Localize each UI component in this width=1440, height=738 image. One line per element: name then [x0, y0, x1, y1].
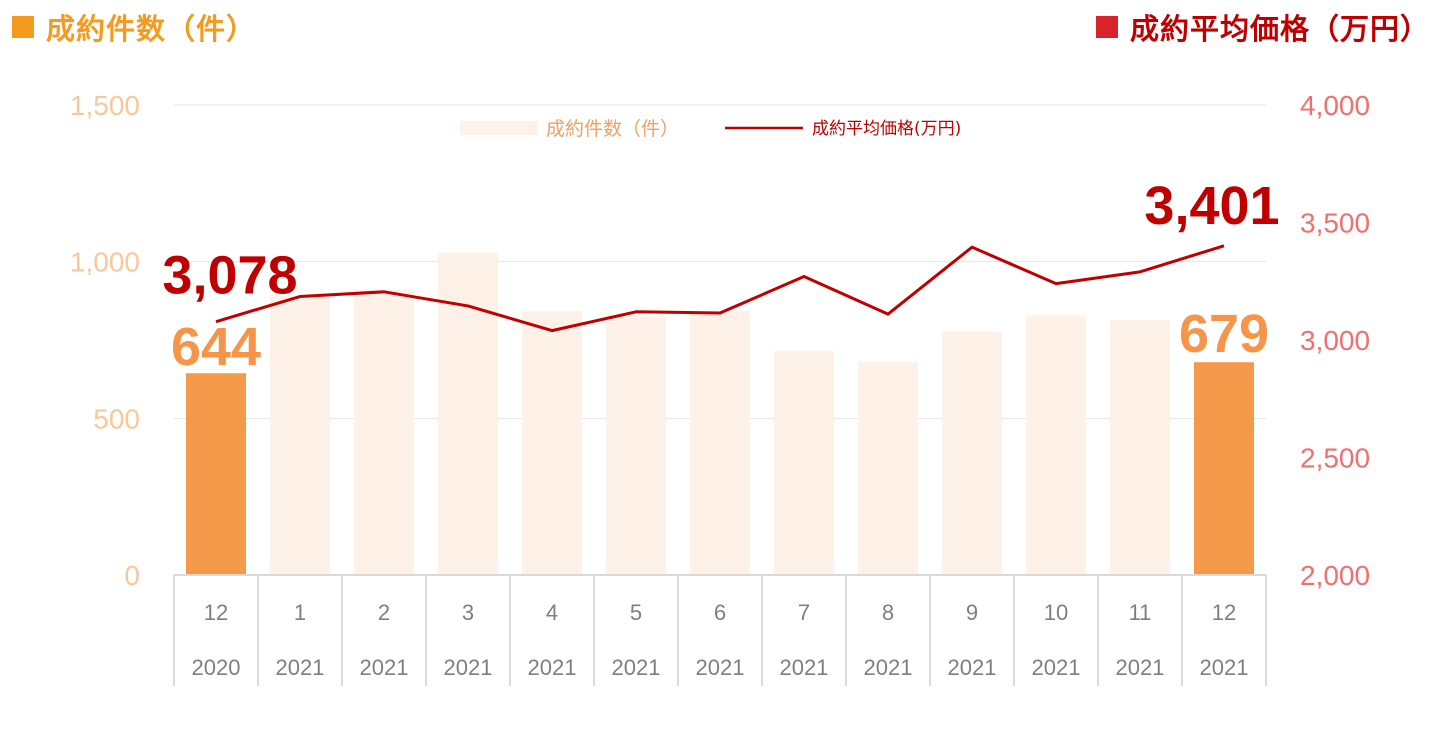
right-tick-label: 3,000 [1300, 325, 1370, 356]
bar-0 [186, 373, 246, 575]
bar-12 [1194, 362, 1254, 575]
month-label: 2 [378, 600, 390, 625]
year-label: 2021 [276, 655, 325, 680]
data-labels: 3,078 3,401 644 679 [162, 176, 1279, 377]
year-label: 2021 [864, 655, 913, 680]
price-line [215, 244, 1225, 333]
right-tick-label: 2,000 [1300, 560, 1370, 591]
first-price-label: 3,078 [162, 246, 297, 306]
right-tick-label: 3,500 [1300, 208, 1370, 239]
right-y-axis: 2,000 2,500 3,000 3,500 4,000 [1300, 90, 1370, 591]
left-tick-label: 0 [124, 560, 140, 591]
year-label: 2021 [360, 655, 409, 680]
line-series [215, 244, 1225, 333]
left-tick-label: 1,500 [70, 90, 140, 121]
right-axis-title: 成約平均価格（万円） [1095, 6, 1430, 48]
left-tick-label: 1,000 [70, 247, 140, 278]
year-label: 2021 [1032, 655, 1081, 680]
legend-bar-swatch [460, 121, 538, 135]
bar-series [186, 252, 1254, 575]
chart-legend: 成約件数（件） 成約平均価格(万円) [460, 118, 961, 140]
month-label: 12 [1212, 600, 1236, 625]
bar-4 [522, 311, 582, 575]
year-label: 2021 [444, 655, 493, 680]
month-label: 1 [294, 600, 306, 625]
last-count-label: 679 [1179, 304, 1269, 364]
year-label: 2021 [780, 655, 829, 680]
month-label: 12 [204, 600, 228, 625]
right-tick-label: 2,500 [1300, 443, 1370, 474]
month-label: 6 [714, 600, 726, 625]
bar-1 [270, 295, 330, 575]
legend-bar-label: 成約件数（件） [546, 118, 679, 140]
month-label: 7 [798, 600, 810, 625]
year-label: 2021 [1116, 655, 1165, 680]
bar-5 [606, 316, 666, 575]
year-label: 2021 [1200, 655, 1249, 680]
year-label: 2021 [612, 655, 661, 680]
bar-9 [942, 331, 1002, 575]
right-axis-title-text: 成約平均価格（万円） [1129, 12, 1430, 46]
month-label: 11 [1129, 600, 1152, 625]
legend-line-label: 成約平均価格(万円) [812, 119, 961, 139]
left-y-axis: 0 500 1,000 1,500 [70, 90, 140, 591]
year-label: 2021 [528, 655, 577, 680]
month-label: 4 [546, 600, 558, 625]
left-axis-title: 成約件数（件） [12, 6, 256, 48]
year-label: 2021 [696, 655, 745, 680]
bar-6 [690, 311, 750, 575]
bar-8 [858, 361, 918, 575]
bar-7 [774, 350, 834, 575]
line-legend-square-icon [1095, 16, 1118, 38]
bar-11 [1110, 320, 1170, 575]
last-price-label: 3,401 [1144, 176, 1279, 236]
right-tick-label: 4,000 [1300, 90, 1370, 121]
month-label: 3 [462, 600, 474, 625]
month-label: 9 [966, 600, 978, 625]
year-label: 2020 [192, 655, 241, 680]
month-label: 5 [630, 600, 642, 625]
bar-2 [354, 289, 414, 575]
first-count-label: 644 [171, 317, 261, 377]
month-label: 8 [882, 600, 894, 625]
year-label: 2021 [948, 655, 997, 680]
bar-legend-square-icon [12, 16, 34, 38]
left-axis-title-text: 成約件数（件） [46, 12, 257, 46]
bar-10 [1026, 315, 1086, 575]
month-label: 10 [1044, 600, 1068, 625]
left-tick-label: 500 [93, 403, 140, 434]
category-axis: 12 2020 1 2021 2 2021 3 2021 4 2021 5 2021 6 2021 7 202… [173, 574, 1267, 686]
